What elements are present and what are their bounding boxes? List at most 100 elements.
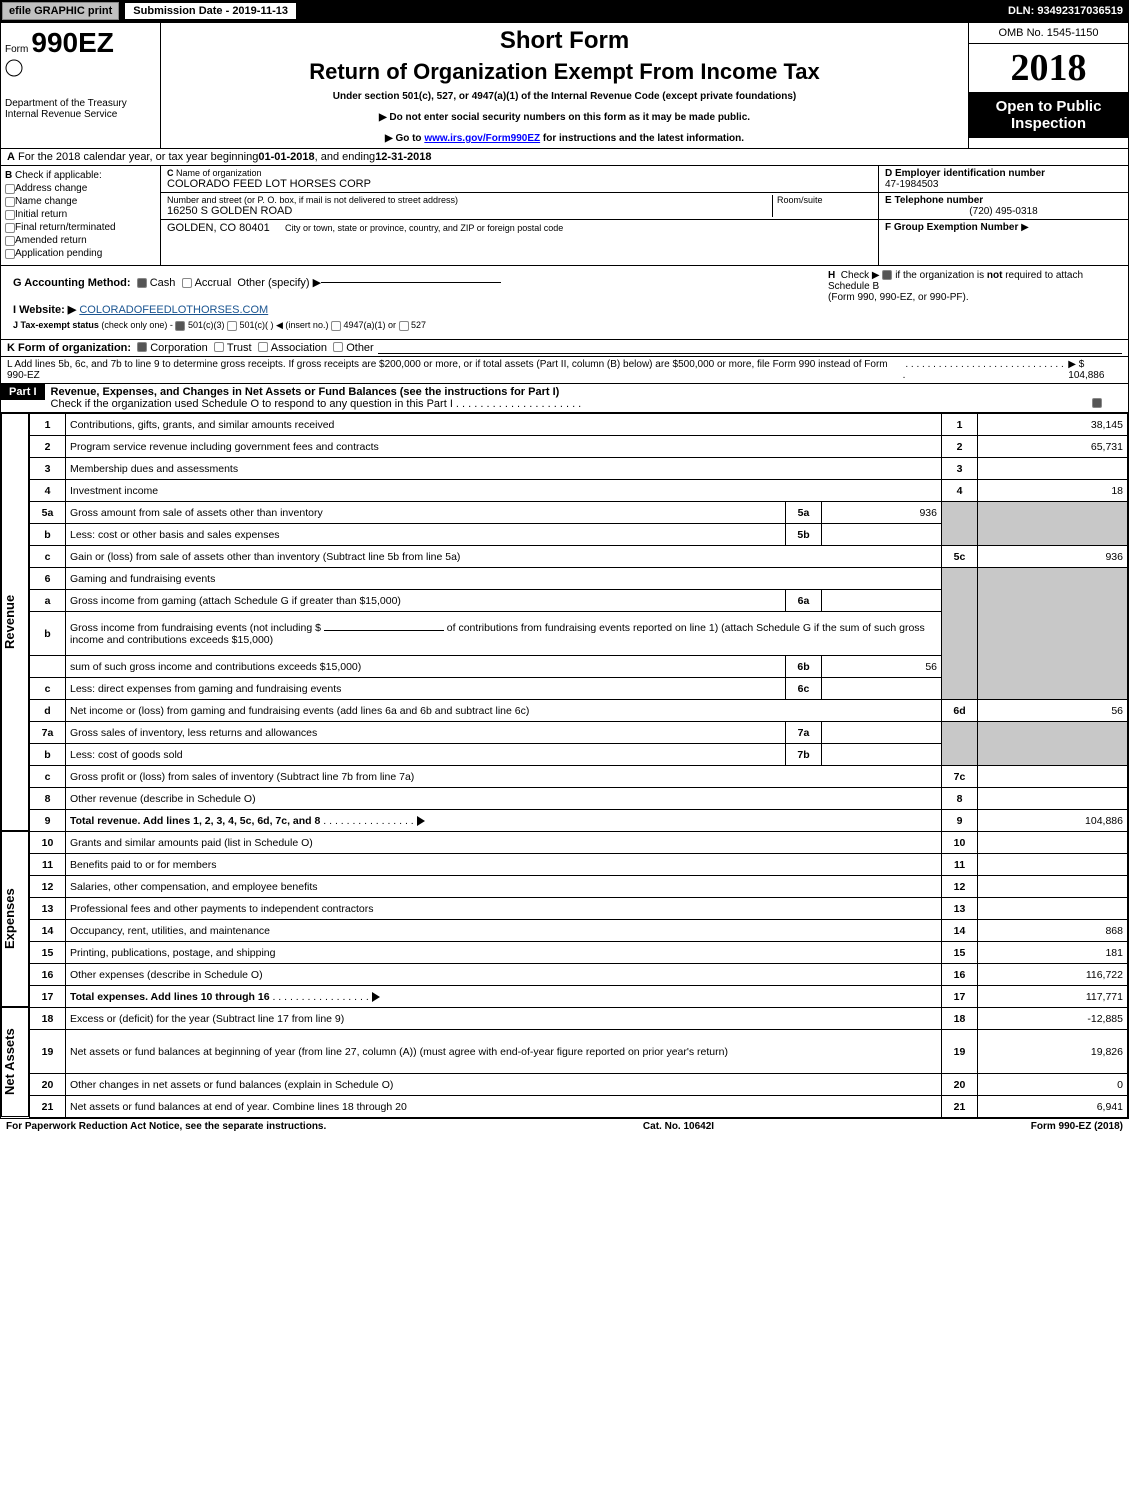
chk-501c3[interactable] — [175, 321, 185, 331]
chk-address-change[interactable]: Address change — [5, 183, 156, 194]
line-rnum: 19 — [942, 1030, 978, 1074]
shaded-cell — [978, 722, 1128, 766]
line-num: 7a — [30, 722, 66, 744]
fundraising-amount-input[interactable] — [324, 630, 444, 631]
footer-catalog: Cat. No. 10642I — [643, 1121, 714, 1132]
open-to-public: Open to Public Inspection — [969, 92, 1128, 138]
chk-name-change[interactable]: Name change — [5, 196, 156, 207]
section-b: B Check if applicable: Address change Na… — [1, 166, 161, 265]
line-desc: Total expenses. Add lines 10 through 16 … — [66, 986, 942, 1008]
opt-501c: 501(c)( ) ◀ (insert no.) — [240, 320, 329, 330]
line-rval: 38,145 — [978, 414, 1128, 436]
line-rval — [978, 458, 1128, 480]
line-rnum: 20 — [942, 1074, 978, 1096]
header-center: Short Form Return of Organization Exempt… — [161, 23, 968, 148]
under-section: Under section 501(c), 527, or 4947(a)(1)… — [169, 91, 960, 102]
section-e: E Telephone number (720) 495-0318 — [879, 193, 1128, 220]
line-num: 19 — [30, 1030, 66, 1074]
line-l: L Add lines 5b, 6c, and 7b to line 9 to … — [0, 357, 1129, 384]
line-num: 14 — [30, 920, 66, 942]
chk-label: Initial return — [15, 209, 67, 220]
line-l-text: L Add lines 5b, 6c, and 7b to line 9 to … — [7, 359, 903, 381]
section-f: F Group Exemption Number ▶ — [879, 220, 1128, 244]
line-mnum: 7a — [786, 722, 822, 744]
line-num: 12 — [30, 876, 66, 898]
website-link[interactable]: COLORADOFEEDLOTHORSES.COM — [79, 304, 268, 316]
chk-schedule-b[interactable] — [882, 270, 892, 280]
line-desc: Program service revenue including govern… — [66, 436, 942, 458]
line-mval — [822, 744, 942, 766]
section-c: C Name of organization COLORADO FEED LOT… — [161, 166, 878, 265]
line-rnum: 16 — [942, 964, 978, 986]
line-rval — [978, 832, 1128, 854]
submission-date: Submission Date - 2019-11-13 — [125, 3, 296, 19]
opt-accrual: Accrual — [195, 277, 232, 289]
line-rnum: 7c — [942, 766, 978, 788]
chk-trust[interactable] — [214, 342, 224, 352]
chk-schedule-o[interactable] — [1092, 398, 1102, 408]
line-rval: 868 — [978, 920, 1128, 942]
org-name-label: Name of organization — [176, 168, 262, 178]
line-desc: Net assets or fund balances at end of ye… — [66, 1096, 942, 1118]
line-17: 17Total expenses. Add lines 10 through 1… — [30, 986, 1128, 1008]
tax-year: 2018 — [969, 44, 1128, 92]
line-j: J Tax-exempt status (check only one) - 5… — [7, 318, 1122, 333]
other-specify-input[interactable] — [321, 282, 501, 283]
line-num: c — [30, 766, 66, 788]
opt-association: Association — [271, 342, 327, 354]
chk-corporation[interactable] — [137, 342, 147, 352]
chk-final-return[interactable]: Final return/terminated — [5, 222, 156, 233]
efile-print-button[interactable]: efile GRAPHIC print — [2, 2, 119, 20]
section-b-title: Check if applicable: — [15, 170, 102, 181]
checkbox-icon — [5, 223, 15, 233]
line-15: 15Printing, publications, postage, and s… — [30, 942, 1128, 964]
shaded-cell — [942, 722, 978, 766]
line-3: 3Membership dues and assessments3 — [30, 458, 1128, 480]
line-18: 18Excess or (deficit) for the year (Subt… — [30, 1008, 1128, 1030]
opt-527: 527 — [411, 320, 426, 330]
chk-association[interactable] — [258, 342, 268, 352]
line-desc: Less: cost of goods sold — [66, 744, 786, 766]
top-bar: efile GRAPHIC print Submission Date - 20… — [0, 0, 1129, 22]
line-9: 9Total revenue. Add lines 1, 2, 3, 4, 5c… — [30, 810, 1128, 832]
chk-initial-return[interactable]: Initial return — [5, 209, 156, 220]
line-rnum: 15 — [942, 942, 978, 964]
page-footer: For Paperwork Reduction Act Notice, see … — [0, 1118, 1129, 1134]
line-num: 5a — [30, 502, 66, 524]
line-desc: Benefits paid to or for members — [66, 854, 942, 876]
section-d: D Employer identification number 47-1984… — [879, 166, 1128, 193]
line-num: a — [30, 590, 66, 612]
chk-other-org[interactable] — [333, 342, 343, 352]
line-mval — [822, 590, 942, 612]
line-i-label: I Website: ▶ — [13, 304, 76, 316]
line-16: 16Other expenses (describe in Schedule O… — [30, 964, 1128, 986]
tax-year-begin: 01-01-2018 — [258, 151, 314, 163]
form-prefix: Form — [5, 44, 28, 55]
line-rnum: 4 — [942, 480, 978, 502]
line-13: 13Professional fees and other payments t… — [30, 898, 1128, 920]
chk-cash[interactable] — [137, 278, 147, 288]
chk-application-pending[interactable]: Application pending — [5, 248, 156, 259]
chk-amended-return[interactable]: Amended return — [5, 235, 156, 246]
line-num: 21 — [30, 1096, 66, 1118]
line-rval: 6,941 — [978, 1096, 1128, 1118]
street-address: 16250 S GOLDEN ROAD — [167, 205, 772, 217]
line-num: 16 — [30, 964, 66, 986]
chk-label: Address change — [15, 183, 87, 194]
other-org-input[interactable] — [378, 342, 1122, 354]
line-j-label: J Tax-exempt status — [13, 320, 99, 330]
irs-link[interactable]: www.irs.gov/Form990EZ — [424, 133, 540, 144]
chk-4947[interactable] — [331, 321, 341, 331]
line-desc: Gross profit or (loss) from sales of inv… — [66, 766, 942, 788]
open-public-2: Inspection — [973, 115, 1124, 132]
chk-label: Amended return — [15, 235, 87, 246]
chk-accrual[interactable] — [182, 278, 192, 288]
header-left: Form 990EZ Department of the Treasury In… — [1, 23, 161, 148]
section-a-label: A — [7, 151, 15, 163]
chk-501c[interactable] — [227, 321, 237, 331]
dept-line-2: Internal Revenue Service — [5, 109, 156, 120]
line-rval: 18 — [978, 480, 1128, 502]
checkbox-icon — [5, 184, 15, 194]
street-label: Number and street (or P. O. box, if mail… — [167, 195, 772, 205]
chk-527[interactable] — [399, 321, 409, 331]
